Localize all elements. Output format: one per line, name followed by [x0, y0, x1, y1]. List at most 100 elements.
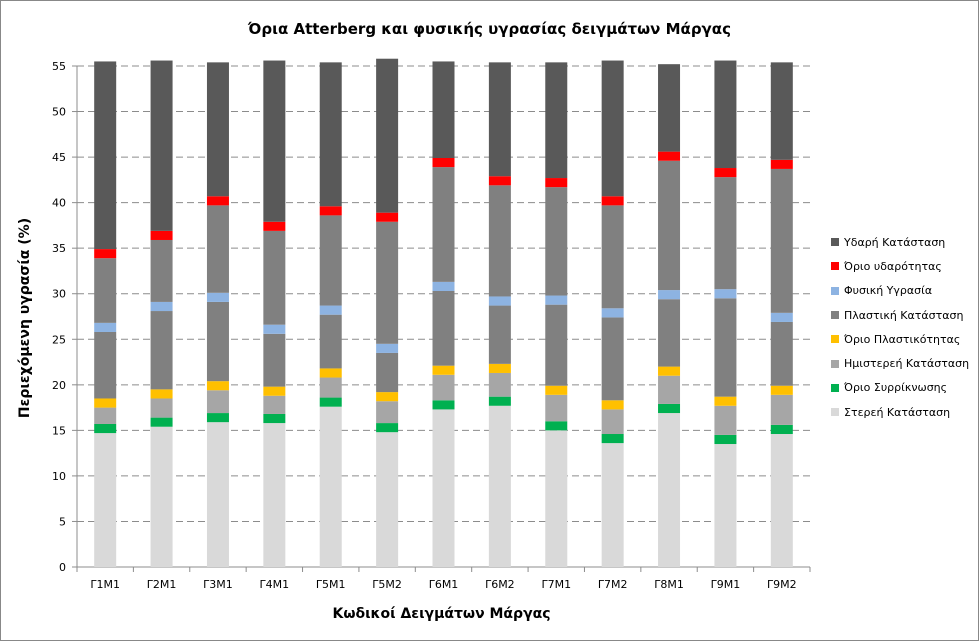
x-tick-label: Γ7Μ2: [598, 578, 628, 591]
bar-segment: [714, 298, 737, 397]
bar-segment: [545, 385, 568, 395]
bar-segment: [658, 299, 681, 367]
bar-segment: [150, 398, 173, 418]
bar-segment: [432, 365, 455, 375]
bar-segment: [714, 177, 737, 290]
bar-segment: [206, 413, 229, 423]
bar-segment: [770, 62, 793, 160]
bar-segment: [488, 176, 511, 186]
y-tick-label: 0: [59, 561, 66, 574]
x-tick-label: Γ3Μ1: [203, 578, 233, 591]
bar-segment: [376, 423, 399, 433]
y-tick-label: 30: [52, 288, 66, 301]
bar-segment: [94, 398, 117, 408]
y-tick-label: 40: [52, 197, 66, 210]
bar-segment: [263, 386, 286, 396]
bar-segment: [488, 296, 511, 306]
bar-segment: [488, 305, 511, 364]
bar-segment: [545, 304, 568, 386]
legend-label: Υδαρή Κατάσταση: [844, 235, 946, 249]
bar-segment: [319, 368, 342, 378]
bar-segment: [601, 205, 624, 309]
y-tick-label: 35: [52, 242, 66, 255]
bar-segment: [206, 422, 229, 567]
bar-segment: [770, 321, 793, 386]
bar-segment: [714, 444, 737, 567]
bar-segment: [150, 417, 173, 427]
bar-segment: [376, 392, 399, 402]
y-tick-label: 25: [52, 333, 66, 346]
bar-segment: [545, 394, 568, 422]
legend-swatch: [831, 286, 839, 295]
x-tick-label: Γ5Μ2: [372, 578, 402, 591]
legend-swatch: [831, 238, 839, 247]
legend-swatch: [831, 262, 839, 271]
bar-segment: [150, 230, 173, 240]
bar-segment: [488, 372, 511, 397]
bar-segment: [319, 377, 342, 398]
legend-swatch: [831, 335, 839, 344]
legend-label: Ημιστερεή Κατάσταση: [844, 357, 970, 371]
bar-segment: [714, 168, 737, 178]
bar-segment: [488, 396, 511, 406]
x-tick-label: Γ2Μ1: [147, 578, 177, 591]
bar-segment: [263, 60, 286, 222]
bar-segment: [206, 390, 229, 414]
bar-segment: [150, 239, 173, 302]
x-tick-label: Γ6Μ2: [485, 578, 515, 591]
legend-item: Φυσική Υγρασία: [831, 279, 969, 303]
bar-segment: [206, 381, 229, 391]
bar-segment: [601, 400, 624, 410]
bar-segment: [94, 61, 117, 250]
bar-segment: [601, 434, 624, 444]
chart-title: Όρια Atterberg και φυσικής υγρασίας δειγ…: [248, 20, 731, 38]
y-tick-label: 5: [59, 515, 66, 528]
bar-segment: [319, 406, 342, 567]
bar-segment: [601, 196, 624, 206]
bar-segment: [319, 314, 342, 369]
bar-segment: [601, 409, 624, 435]
legend-label: Όριο Πλαστικότητας: [844, 332, 961, 346]
bar-segment: [376, 212, 399, 222]
bar-segment: [206, 205, 229, 293]
bar-segment: [658, 403, 681, 414]
legend-label: Όριο Συρρίκνωσης: [844, 381, 948, 395]
y-tick-label: 45: [52, 151, 66, 164]
bar-segment: [714, 60, 737, 169]
bar-segment: [488, 185, 511, 297]
bar-segment: [432, 400, 455, 410]
legend-item: Υδαρή Κατάσταση: [831, 230, 969, 254]
legend-swatch: [831, 311, 839, 320]
legend-item: Πλαστική Κατάσταση: [831, 303, 969, 327]
bar-segment: [94, 407, 117, 424]
legend-item: Όριο Πλαστικότητας: [831, 327, 969, 351]
y-tick-label: 15: [52, 424, 66, 437]
x-tick-label: Γ9Μ2: [767, 578, 797, 591]
bar-segment: [263, 413, 286, 424]
bar-segment: [94, 258, 117, 323]
bar-segment: [658, 413, 681, 567]
bar-segment: [770, 168, 793, 313]
bar-segment: [545, 187, 568, 296]
x-tick-label: Γ6Μ1: [429, 578, 459, 591]
x-tick-label: Γ8Μ1: [654, 578, 684, 591]
bar-segment: [263, 423, 286, 567]
bar-segment: [94, 423, 117, 434]
bar-segment: [601, 317, 624, 401]
bar-segment: [545, 295, 568, 305]
bar-segment: [714, 405, 737, 435]
legend-item: Όριο Συρρίκνωσης: [831, 376, 969, 400]
bar-segment: [150, 60, 173, 231]
x-tick-label: Γ7Μ1: [541, 578, 571, 591]
x-tick-label: Γ5Μ1: [316, 578, 346, 591]
bar-segment: [94, 433, 117, 567]
bar-segment: [263, 395, 286, 414]
bar-segment: [206, 292, 229, 302]
bar-segment: [658, 366, 681, 376]
bar-segment: [376, 352, 399, 393]
bar-segment: [770, 434, 793, 567]
legend-item: Όριο υδαρότητας: [831, 254, 969, 278]
legend-label: Όριο υδαρότητας: [844, 259, 942, 273]
y-tick-label: 55: [52, 60, 66, 73]
bar-segment: [770, 385, 793, 395]
